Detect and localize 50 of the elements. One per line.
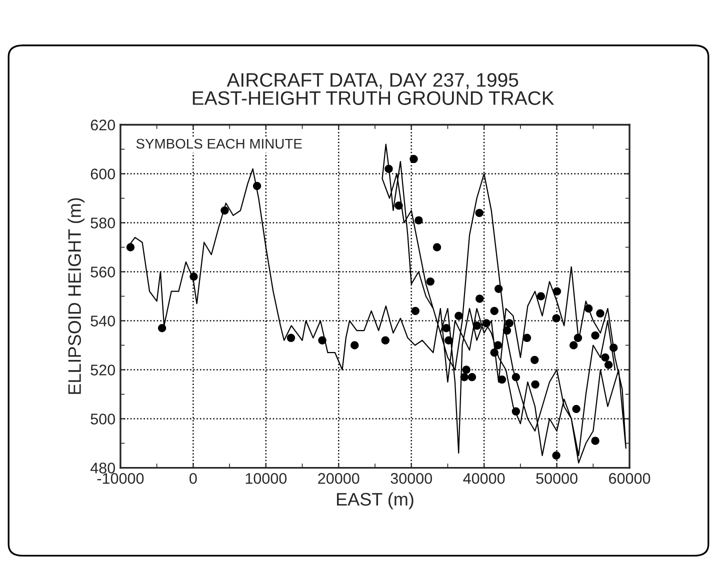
x-tick-label: 50000 (536, 473, 578, 484)
point (552, 451, 560, 460)
x-tick-label: -10000 (97, 473, 144, 484)
y-tick-label: 560 (90, 266, 115, 278)
point (475, 208, 484, 218)
y-tick-label: 620 (90, 120, 115, 130)
point (505, 319, 514, 328)
point (591, 436, 600, 445)
point (531, 380, 540, 389)
point (286, 334, 296, 342)
y-tick-label: 600 (90, 168, 115, 180)
point (591, 331, 600, 340)
point (381, 336, 390, 344)
point (490, 306, 498, 316)
x-tick-label: 40000 (463, 473, 505, 484)
y-tick-label: 500 (90, 414, 115, 424)
x-tick-label: 0 (190, 473, 197, 484)
x-tick-label: 20000 (318, 473, 360, 484)
point (411, 306, 420, 316)
y-tick-label: 540 (90, 316, 115, 326)
point (572, 404, 580, 414)
point (569, 341, 578, 350)
chart-title: AIRCRAFT DATA, DAY 237, 1995 EAST-HEIGHT TRUTH GROUND TRACK (192, 73, 554, 106)
point (596, 309, 604, 318)
point (432, 243, 442, 252)
point (536, 292, 546, 300)
y-tick-label: 480 (90, 462, 115, 474)
point (522, 334, 532, 342)
point (530, 356, 539, 364)
point (410, 154, 418, 164)
point (454, 312, 463, 320)
x-tick-label: 10000 (246, 473, 287, 484)
x-tick-label: 30000 (390, 473, 432, 484)
annotation: SYMBOLS EACH MINUTE (136, 138, 302, 149)
point (426, 277, 434, 286)
y-tick-label: 580 (90, 218, 115, 228)
point (158, 324, 166, 332)
point (552, 287, 562, 296)
point (601, 353, 610, 362)
y-axis-title: ELLIPSOID HEIGHT (m) (68, 198, 85, 394)
point (414, 216, 423, 224)
point (462, 366, 470, 374)
point (468, 373, 476, 382)
x-axis-title: EAST (m) (337, 492, 414, 510)
point (604, 360, 613, 369)
point (350, 341, 359, 350)
point (552, 314, 560, 322)
point (476, 294, 484, 303)
x-tick-label: 60000 (609, 473, 650, 484)
y-tick-label: 520 (90, 364, 115, 376)
